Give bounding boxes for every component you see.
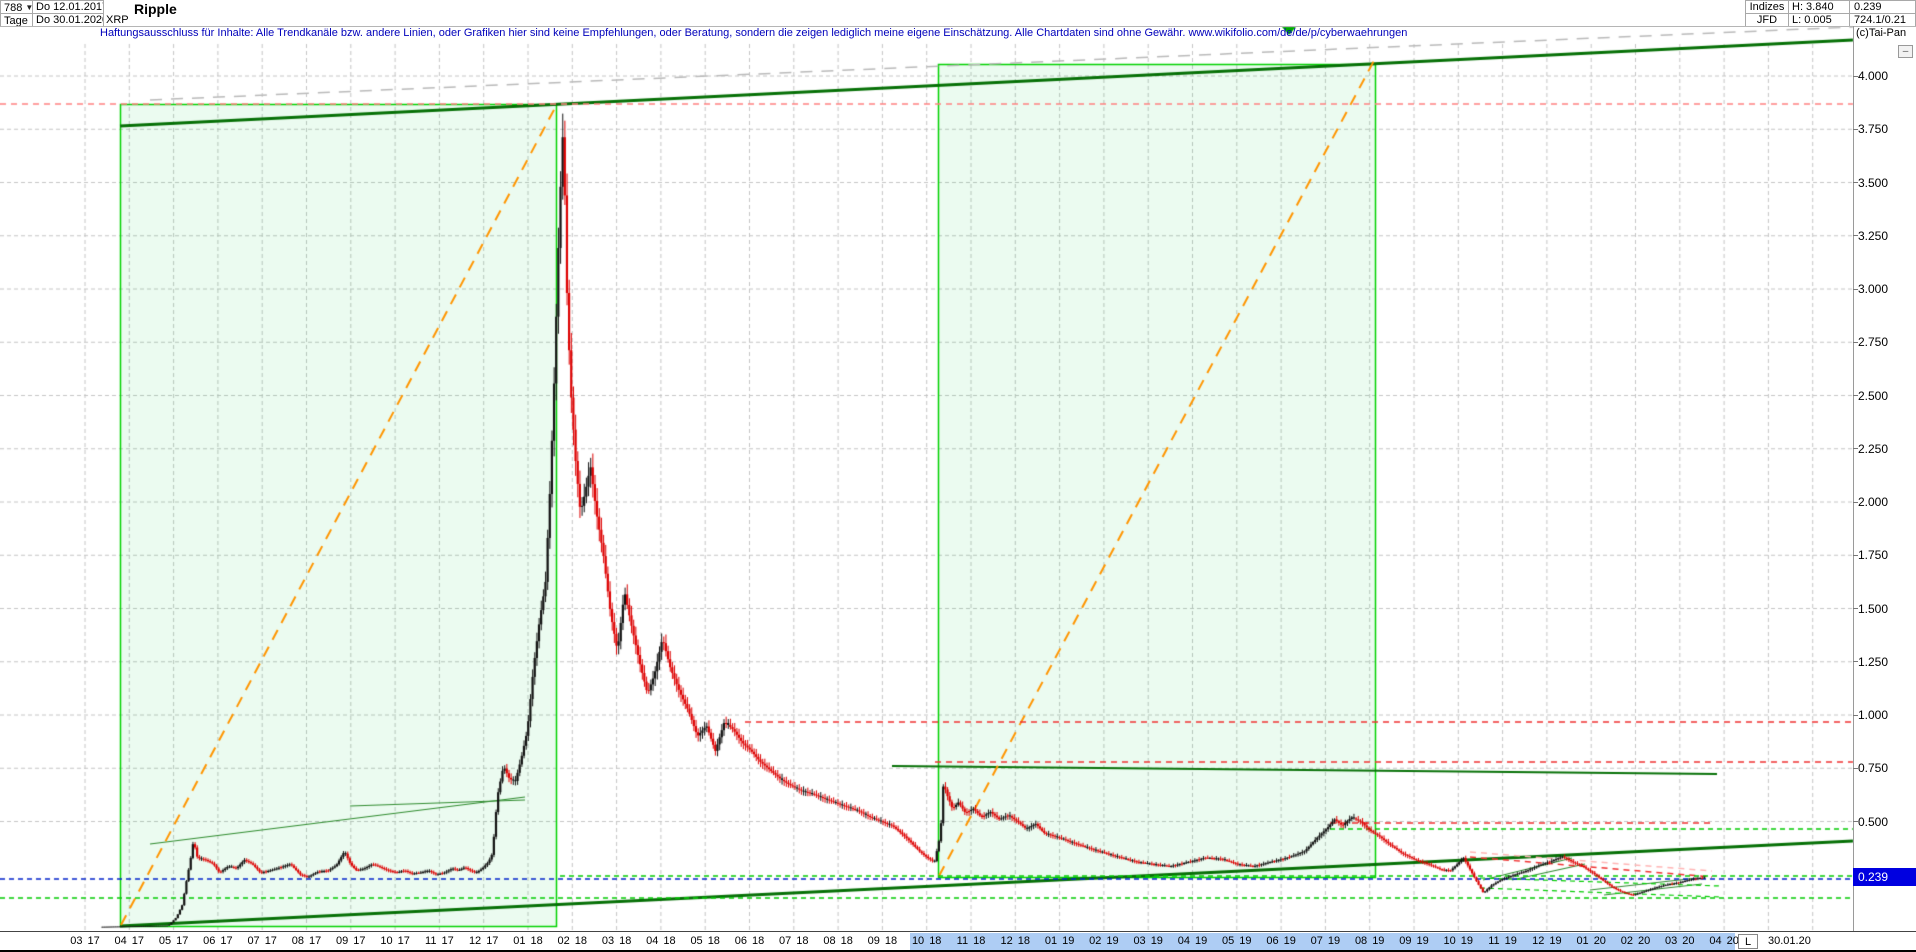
y-axis-label: 1.750 [1858,548,1889,563]
x-axis-label: 09 19 [1399,935,1429,947]
last-date-label: 30.01.20 [1768,935,1811,947]
x-axis-label: 01 19 [1044,935,1075,947]
x-axis-label: 07 19 [1310,935,1341,947]
y-axis-tick [1853,341,1858,343]
x-axis-label: 04 17 [114,935,145,947]
y-axis-label: 3.500 [1858,175,1889,190]
x-axis-label: 02 20 [1620,935,1651,947]
x-axis-label: 01 18 [513,935,543,947]
y-axis-tick [1853,448,1858,450]
chevron-down-icon: ▼ [25,3,33,12]
symbol-label: XRP [106,14,129,26]
page-title: Ripple [134,1,177,17]
y-axis-label: 3.250 [1858,228,1889,243]
x-axis-label: 02 19 [1089,935,1119,947]
y-axis-tick [1853,608,1858,609]
x-axis-label: 11 18 [956,935,986,947]
y-axis-label: 2.750 [1858,335,1889,350]
y-axis-label: 0.500 [1858,814,1889,829]
y-axis-tick [1853,661,1858,663]
x-axis-label: 08 18 [823,935,853,947]
y-axis-label: 4.000 [1858,69,1889,83]
x-axis-label: 08 19 [1354,935,1385,947]
x-axis-label: 04 18 [646,935,676,947]
y-axis-tick [1853,182,1858,183]
x-axis-label: 05 17 [158,935,189,947]
y-axis-label: 2.500 [1858,388,1889,403]
x-axis-label: 10 18 [911,935,942,947]
y-axis-tick [1853,821,1858,822]
x-axis-label: 06 17 [203,935,233,947]
x-axis-label: 05 19 [1222,935,1252,947]
y-axis-tick [1853,501,1858,503]
y-axis-tick [1853,75,1858,77]
x-axis-label: 10 17 [380,935,410,947]
low-value: L: 0.005 [1788,13,1850,27]
x-axis-label: 09 18 [867,935,898,947]
y-axis-tick [1853,714,1858,716]
x-axis-label: 10 19 [1443,935,1474,947]
x-axis-label: 03 20 [1665,935,1695,947]
date-to-field[interactable]: Do 30.01.2020 [32,13,104,27]
y-axis-label: 3.000 [1858,282,1889,296]
disclaimer-text: Haftungsausschluss für Inhalte: Alle Tre… [100,27,1408,39]
x-axis-label: 11 19 [1488,935,1517,947]
x-axis-label: 04 20 [1709,935,1739,947]
x-axis-label: 12 19 [1532,935,1562,947]
x-axis-label: 11 17 [425,935,454,947]
x-axis-label: 07 18 [779,935,809,947]
y-axis-label: 1.500 [1858,601,1889,616]
price-axis-separator [1853,26,1854,931]
x-axis-label: 06 19 [1266,935,1296,947]
time-axis[interactable]: 03 17 04 17 05 17 06 17 07 17 08 17 09 17 10 17 11 17 12 17… [0,931,1916,952]
volume-value: 724.1/0.21 [1849,13,1916,27]
x-axis-label: 05 18 [690,935,720,947]
y-axis-tick [1853,288,1858,290]
current-price-badge: 0.239 [1853,868,1916,886]
bars-count-dropdown[interactable]: 788 ▼ [0,0,33,14]
x-axis-label: 09 17 [336,935,366,947]
chevron-down-icon: ▼ [31,16,32,25]
x-axis-label: 12 17 [468,935,499,947]
y-axis-label: 1.250 [1858,654,1889,669]
last-price-value: 0.239 [1849,0,1916,14]
broker-label: JFD [1745,13,1789,27]
y-axis-tick [1853,235,1858,237]
x-axis-label: 04 19 [1177,935,1208,947]
indizes-label[interactable]: Indizes [1745,0,1789,14]
x-axis-label: 03 19 [1133,935,1163,947]
y-axis-tick [1853,767,1858,769]
selected-range-highlight [910,933,1735,950]
x-axis-label: 03 17 [70,935,100,947]
date-from-field[interactable]: Do 12.01.2017 [32,0,104,14]
y-axis-label: 2.250 [1858,441,1889,456]
x-axis-label: 02 18 [557,935,588,947]
last-bar-marker: L [1738,934,1758,949]
y-axis-label: 2.000 [1858,495,1889,509]
minimize-icon[interactable]: – [1898,45,1913,58]
y-axis-tick [1853,128,1858,130]
period-dropdown[interactable]: Tage ▼ [0,13,33,27]
y-axis-label: 3.750 [1858,122,1889,137]
copyright-label: (c)Tai-Pan [1856,27,1907,39]
x-axis-label: 03 18 [601,935,632,947]
y-axis-tick [1853,554,1858,556]
x-axis-label: 12 18 [1000,935,1031,947]
x-axis-label: 06 18 [734,935,765,947]
y-axis-tick [1853,395,1858,396]
x-axis-label: 08 17 [291,935,322,947]
header-divider [0,26,1916,27]
y-axis-label: 1.000 [1858,708,1889,722]
high-value: H: 3.840 [1788,0,1850,14]
x-axis-label: 07 17 [247,935,277,947]
x-axis-label: 01 20 [1576,935,1606,947]
y-axis-label: 0.750 [1858,761,1889,776]
